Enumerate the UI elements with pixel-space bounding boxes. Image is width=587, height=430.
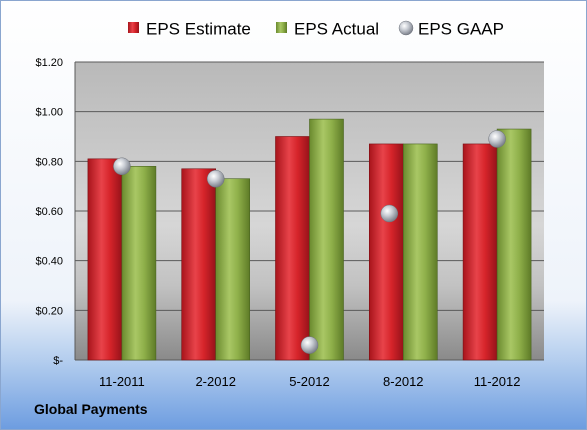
y-tick-label: $1.00 [35,107,63,119]
bar-eps-actual [309,118,344,361]
bar-eps-actual [496,128,532,361]
marker-eps-gaap [300,336,319,354]
marker-eps-gaap [488,130,506,148]
legend-swatch-eps-estimate [128,22,139,33]
bar-eps-actual [402,143,438,361]
marker-eps-gaap [380,204,399,223]
plot-area: $- $0.20 $0.40 $0.60 $0.80 $1.00 $1.20 11-2011 2… [35,57,544,389]
x-tick-label: 11-2011 [99,374,145,389]
x-tick-label: 8-2012 [383,374,423,389]
y-tick-label: $- [53,355,63,367]
marker-eps-gaap [113,157,131,176]
company-name: Global Payments [34,401,148,417]
x-tick-label: 11-2012 [474,374,521,389]
legend: EPS Estimate EPS Actual EPS GAAP [128,20,504,39]
bar-eps-estimate [181,168,216,361]
bar-eps-estimate [462,143,498,361]
y-tick-label: $0.80 [35,156,63,168]
legend-label: EPS Actual [294,20,379,39]
legend-swatch-eps-actual [276,22,287,33]
bar-eps-estimate [368,143,404,361]
x-tick-label: 2-2012 [195,374,235,389]
bar-eps-estimate [275,136,310,361]
bar-eps-actual [121,166,157,361]
marker-eps-gaap [206,169,225,188]
bar-eps-actual [215,178,250,361]
y-tick-label: $0.40 [35,256,63,268]
x-tick-label: 5-2012 [289,374,329,389]
y-tick-label: $0.20 [35,305,63,317]
legend-label: EPS GAAP [418,20,504,39]
bar-eps-estimate [87,158,123,361]
y-tick-label: $0.60 [35,206,63,218]
y-tick-label: $1.20 [35,57,63,69]
legend-marker-eps-gaap [398,20,414,36]
legend-label: EPS Estimate [146,20,251,39]
